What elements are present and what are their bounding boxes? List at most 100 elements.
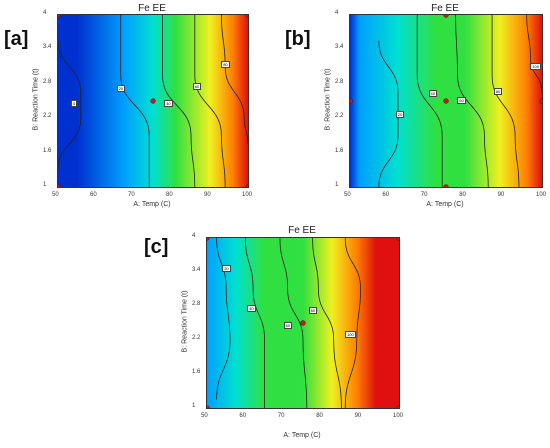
y-tick-label: 2.8 xyxy=(335,78,344,85)
design-point xyxy=(443,15,449,18)
x-tick-label: 60 xyxy=(382,192,390,198)
y-tick-label: 2.2 xyxy=(335,113,344,120)
y-tick-label: 3.4 xyxy=(43,44,52,51)
contour-label: 20 xyxy=(222,264,231,272)
contour-svg-b xyxy=(350,15,542,187)
design-point xyxy=(300,320,306,326)
y-tick-label: 2.8 xyxy=(43,78,52,85)
x-tick-label: 60 xyxy=(239,413,247,419)
design-point xyxy=(396,238,399,241)
y-tick-label: 2.2 xyxy=(43,113,52,120)
design-point xyxy=(245,15,248,18)
x-tick-label: 80 xyxy=(459,192,466,198)
contour-label: 80 xyxy=(308,307,318,315)
x-axis-label-a: A: Temp (C) xyxy=(133,201,171,208)
contour-label: 20 xyxy=(116,84,126,92)
y-tick-label: 4 xyxy=(192,233,196,239)
panel-label-c: [c] xyxy=(144,236,169,258)
contour-line xyxy=(344,238,362,408)
contour-line xyxy=(416,15,443,187)
y-tick-label: 1.6 xyxy=(43,147,52,154)
y-tick-label: 1.6 xyxy=(335,147,344,154)
x-axis-label-b: A: Temp (C) xyxy=(426,201,464,208)
x-tick-label: 90 xyxy=(497,192,505,198)
contour-label: 60 xyxy=(192,83,202,91)
contour-label: 40 xyxy=(428,90,437,98)
contour-label: 80 xyxy=(493,88,503,96)
design-point xyxy=(58,184,61,187)
contour-label: 100 xyxy=(530,62,541,70)
design-point xyxy=(207,238,210,241)
contour-line xyxy=(221,15,248,145)
plot-area-b xyxy=(349,14,543,188)
plot-area-a xyxy=(57,14,249,188)
panel-label-b: [b] xyxy=(285,28,311,50)
y-tick-label: 1 xyxy=(335,182,339,188)
contour-label: 60 xyxy=(457,97,466,104)
x-tick-label: 80 xyxy=(316,413,323,419)
y-tick-label: 2.8 xyxy=(192,301,201,307)
x-tick-label: 100 xyxy=(393,413,404,419)
contour-label: 5 xyxy=(71,100,78,108)
contour-label: 40 xyxy=(164,100,173,108)
contour-line xyxy=(279,238,308,408)
contour-label: 20 xyxy=(395,110,405,118)
contour-label: 60 xyxy=(283,322,293,330)
design-point xyxy=(350,98,353,104)
contour-line xyxy=(491,15,520,187)
contour-label: 80 xyxy=(221,60,230,68)
contour-line xyxy=(120,15,150,187)
x-axis-label-c: A: Temp (C) xyxy=(283,432,321,439)
y-tick-label: 4 xyxy=(43,10,47,16)
panel-label-a: [a] xyxy=(4,28,29,50)
x-tick-label: 90 xyxy=(204,192,211,198)
chart-panel-c: [c] Fe EE B: Reaction Time (t) A: Temp (… xyxy=(130,222,420,448)
design-point xyxy=(58,15,61,18)
contour-svg-c xyxy=(207,238,399,408)
contour-svg-a xyxy=(58,15,248,187)
plot-title-c: Fe EE xyxy=(288,225,316,236)
x-tick-label: 80 xyxy=(166,192,173,198)
x-tick-label: 70 xyxy=(420,192,428,198)
y-tick-label: 1.6 xyxy=(192,369,201,375)
design-point xyxy=(396,405,399,408)
y-axis-label-c: B: Reaction Time (t) xyxy=(181,290,189,353)
chart-panel-b: [b] Fe EE B: Reaction Time (t) A: Temp (… xyxy=(275,0,550,210)
y-axis-label-b: B: Reaction Time (t) xyxy=(324,68,332,131)
x-tick-label: 50 xyxy=(52,192,59,198)
contour-line xyxy=(58,40,82,170)
y-tick-label: 4 xyxy=(335,10,339,16)
x-tick-label: 60 xyxy=(90,192,97,198)
x-tick-label: 100 xyxy=(536,192,547,198)
x-tick-label: 100 xyxy=(242,192,253,198)
contour-line xyxy=(194,15,226,187)
design-point xyxy=(207,405,210,408)
plot-title-b: Fe EE xyxy=(431,3,459,14)
plot-area-c xyxy=(206,237,400,409)
design-point xyxy=(150,98,156,104)
x-tick-label: 50 xyxy=(344,192,351,198)
x-tick-label: 70 xyxy=(128,192,135,198)
contour-line xyxy=(526,15,542,93)
contour-label: 100 xyxy=(345,330,356,338)
x-tick-label: 70 xyxy=(277,413,285,419)
plot-title-a: Fe EE xyxy=(138,3,166,14)
y-tick-label: 2.2 xyxy=(192,335,201,341)
x-tick-label: 90 xyxy=(354,413,362,419)
y-axis-label-a: B: Reaction Time (t) xyxy=(32,68,40,131)
y-tick-label: 1 xyxy=(43,182,47,188)
y-tick-label: 3.4 xyxy=(192,267,201,273)
design-point xyxy=(443,98,449,104)
contour-line xyxy=(162,15,196,187)
contour-line xyxy=(216,238,231,400)
contour-line xyxy=(245,238,265,408)
x-tick-label: 50 xyxy=(201,413,208,419)
contour-line xyxy=(455,15,489,187)
y-tick-label: 1 xyxy=(192,403,196,409)
contour-line xyxy=(312,238,342,408)
design-point xyxy=(245,184,248,187)
design-point xyxy=(443,184,449,187)
contour-label: 40 xyxy=(247,305,256,313)
chart-panel-a: [a] Fe EE B: Reaction Time (t) A: Temp (… xyxy=(0,0,275,210)
design-point xyxy=(539,98,542,104)
